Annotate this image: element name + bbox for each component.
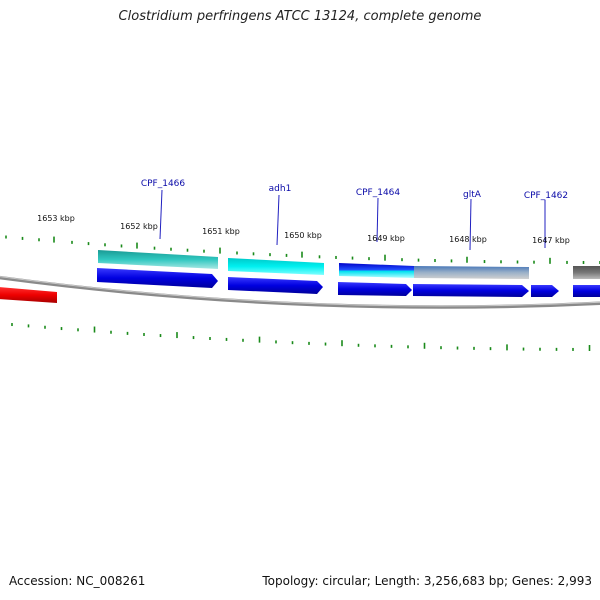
gene-arrow-cpf-1462 [531,285,559,297]
feature-bar-right-gray [573,266,600,279]
kbp-label: 1650 kbp [284,231,322,240]
gene-label-cpf-1464: CPF_1464 [356,188,401,198]
kbp-label: 1647 kbp [532,236,570,245]
feature-bar-cpf-1464 [339,263,414,278]
kbp-label: 1653 kbp [37,214,75,223]
kbp-label: 1651 kbp [202,227,240,236]
genome-backbone [0,275,600,309]
accession-label: Accession: NC_008261 [9,574,146,588]
red-feature [0,287,57,303]
gene-arrow-gltA [413,284,529,297]
gene-label-cpf-1462: CPF_1462 [524,191,568,201]
gene-arrow-right-edge [573,285,600,297]
gene-label-gltA: gltA [463,190,482,200]
feature-bar-gltA [414,266,529,279]
feature-bar-cpf-1466 [98,250,218,269]
gene-arrow-adh1 [228,277,323,294]
leader-cpf-1464 [376,197,379,243]
leader-adh1 [276,194,280,246]
leader-gltA [469,198,472,251]
gene-arrow-cpf-1466 [97,268,218,288]
genome-backbone-highlight [0,276,600,307]
kbp-label: 1648 kbp [449,235,487,244]
feature-bar-adh1 [228,258,324,275]
kbp-label: 1652 kbp [120,222,158,231]
genome-summary: Topology: circular; Length: 3,256,683 bp… [262,574,592,588]
tick-marks [5,235,600,351]
gene-label-cpf-1466: CPF_1466 [141,179,186,189]
gene-arrow-cpf-1464 [338,282,412,296]
kbp-label: 1649 kbp [367,234,405,243]
gene-label-adh1: adh1 [269,184,292,194]
map-title: Clostridium perfringens ATCC 13124, comp… [118,9,482,24]
leader-cpf-1466 [159,189,163,240]
